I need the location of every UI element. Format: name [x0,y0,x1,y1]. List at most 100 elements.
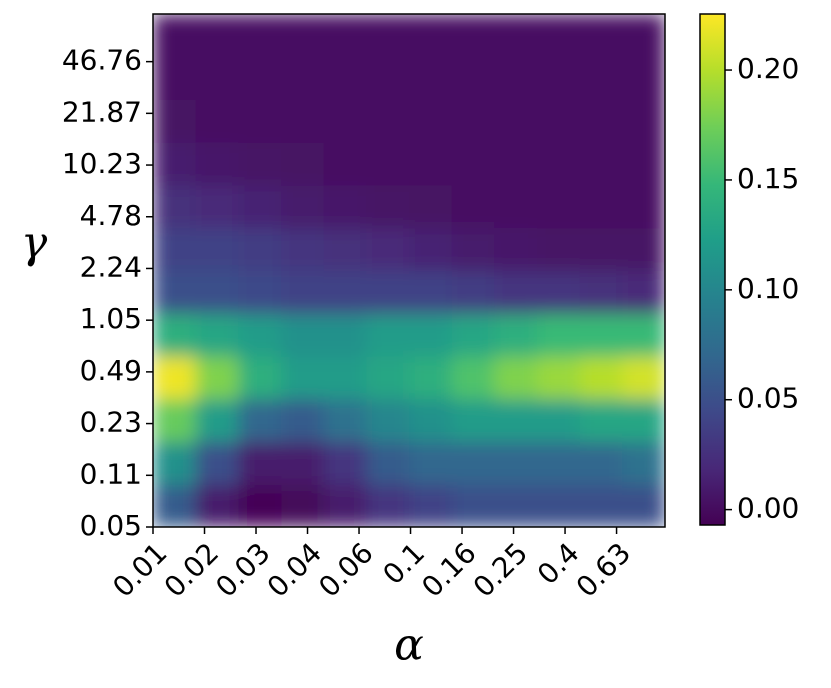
heatmap-cell [494,313,538,357]
heatmap-cell [281,99,325,143]
heatmap-cell [366,270,410,314]
heatmap-cell [622,356,665,400]
heatmap-cell [409,398,453,443]
y-tick-label: 2.24 [80,250,142,283]
heatmap-cell [281,56,325,100]
heatmap-cell [579,184,623,229]
heatmap-cell [366,227,410,271]
heatmap-cell [366,356,410,400]
heatmap-cell [622,227,665,271]
y-tick-label: 4.78 [80,199,142,232]
heatmap-cell [579,14,623,58]
heatmap-cell [195,184,239,229]
heatmap-cell [238,227,282,271]
heatmap-cell [195,227,239,271]
heatmap-cell [536,398,581,443]
colorbar [699,13,726,526]
colorbar-tick-label: 0.15 [737,162,799,195]
heatmap-cell [323,313,367,357]
y-tick-label: 21.87 [62,95,142,128]
heatmap-cell [494,270,538,314]
heatmap-cell [195,398,239,443]
heatmap-cell [323,398,367,443]
y-axis-title: γ [21,218,48,269]
heatmap-cell [622,441,665,485]
heatmap-cell [195,484,239,527]
x-tick-label: 0.25 [467,536,534,603]
heatmap-cell [494,14,538,58]
y-tick-label: 0.11 [80,457,142,490]
heatmap-cell [579,356,623,400]
heatmap-cell [323,227,367,271]
heatmap-cell [536,313,581,357]
heatmap-cell [281,142,325,186]
heatmap-cell [451,484,495,527]
heatmap-cell [153,142,197,186]
heatmap-cell [366,184,410,229]
heatmap-cell [494,356,538,400]
heatmap-cell [494,227,538,271]
heatmap-cell [323,142,367,186]
plot-frame [152,13,666,528]
heatmap-cell [409,270,453,314]
colorbar-tick-label: 0.00 [737,492,799,525]
heatmap-cell [536,484,581,527]
heatmap-cell [409,56,453,100]
heatmap-cell [451,313,495,357]
x-tick-label: 0.63 [570,536,637,603]
heatmap-cell [536,142,581,186]
heatmap-cell [153,484,197,527]
heatmap-cell [281,484,325,527]
heatmap-cell [451,270,495,314]
heatmap-cell [622,184,665,229]
heatmap-cell [238,56,282,100]
heatmap-cell [281,398,325,443]
heatmap-cell [153,270,197,314]
x-tick-label: 0.16 [415,536,482,603]
heatmap-cell [536,441,581,485]
heatmap-cell [536,356,581,400]
heatmap-cell [195,99,239,143]
heatmap-cell [451,14,495,58]
heatmap-cell [579,142,623,186]
heatmap-cell [195,356,239,400]
heatmap-cell [366,99,410,143]
heatmap-cell [451,441,495,485]
x-tick-label: 0.04 [261,536,328,603]
heatmap-cell [622,99,665,143]
heatmap-cell [451,398,495,443]
heatmap-cell [238,270,282,314]
y-tick-label: 0.23 [80,406,142,439]
heatmap-cell [366,313,410,357]
y-tick-label: 46.76 [62,44,142,77]
heatmap-cell [195,441,239,485]
heatmap-cell [536,270,581,314]
heatmap-cell [238,398,282,443]
heatmap-cell [579,484,623,527]
heatmap-cell [409,184,453,229]
heatmap-cell [494,142,538,186]
heatmap-cell [409,142,453,186]
x-axis-title: α [394,620,424,671]
heatmap-cell [409,14,453,58]
heatmap-cell [323,270,367,314]
heatmap-cell [622,398,665,443]
heatmap-cell [153,14,197,58]
heatmap-cell [579,227,623,271]
heatmap-cell [281,441,325,485]
heatmap-cell [366,56,410,100]
heatmap-cell [409,484,453,527]
heatmap-cell [622,484,665,527]
heatmap-cell [536,99,581,143]
heatmap-cell [238,441,282,485]
heatmap-cell [195,142,239,186]
heatmap-cell [579,99,623,143]
heatmap-cell [579,441,623,485]
heatmap-cell [494,99,538,143]
heatmap-cell [494,184,538,229]
heatmap-cell [323,184,367,229]
heatmap-cell [622,270,665,314]
heatmap-cell [195,270,239,314]
heatmap-cell [494,441,538,485]
